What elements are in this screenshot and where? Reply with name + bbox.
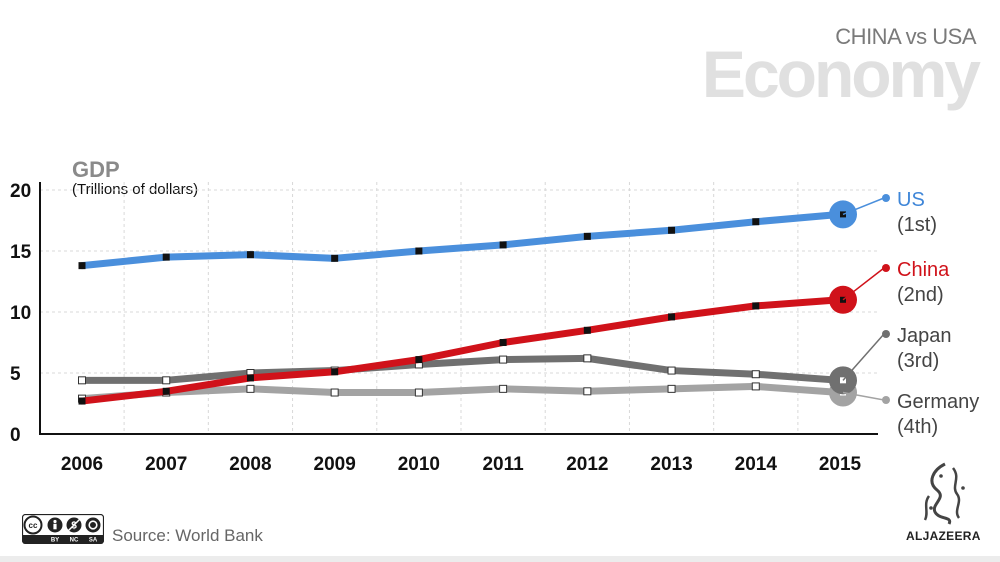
data-point-china [246, 374, 254, 382]
chart-title: GDP [72, 157, 120, 182]
data-point-germany [330, 388, 339, 397]
legend-rank-china: (2nd) [897, 284, 944, 306]
data-point-us [162, 253, 170, 261]
y-tick-label: 15 [10, 242, 32, 263]
data-point-china [78, 397, 86, 405]
svg-text:cc: cc [29, 521, 38, 530]
y-tick-label: 10 [10, 303, 31, 324]
data-point-us [668, 226, 676, 234]
legend-label-us: US [897, 189, 925, 211]
legend-dot-germany [882, 396, 890, 404]
svg-text:$: $ [71, 521, 77, 532]
x-tick-label: 2015 [819, 454, 862, 475]
creative-commons-license-badge: cc $ BY NC SA [22, 514, 104, 544]
legend-dot-us [882, 194, 890, 202]
data-point-china [415, 356, 423, 364]
legend-rank-us: (1st) [897, 214, 937, 236]
legend-leader-us [842, 197, 885, 216]
data-point-china [752, 302, 760, 310]
x-tick-label: 2007 [145, 454, 187, 475]
license-label-nc: NC [70, 538, 79, 544]
legend-label-germany: Germany [897, 391, 979, 413]
aljazeera-logo-icon [923, 462, 965, 525]
data-point-japan [499, 355, 508, 364]
x-tick-label: 2014 [735, 454, 778, 475]
header-subtitle: CHINA vs USA [835, 24, 976, 49]
series-line-china [78, 296, 844, 405]
y-axis-label: (Trillions of dollars) [72, 181, 199, 198]
series-line-japan [78, 354, 844, 384]
y-tick-label: 5 [10, 364, 21, 385]
x-tick-label: 2013 [650, 454, 692, 475]
legend-label-china: China [897, 259, 950, 281]
data-point-us [752, 218, 760, 226]
sa-share-icon [85, 517, 101, 533]
data-point-china [583, 326, 591, 334]
data-point-japan [583, 354, 592, 363]
x-tick-label: 2012 [566, 454, 608, 475]
data-point-us [499, 241, 507, 249]
license-label-by: BY [51, 538, 59, 544]
x-tick-label: 2011 [482, 454, 524, 475]
data-point-germany [246, 384, 255, 393]
data-point-china [331, 368, 339, 376]
source-note: Source: World Bank [112, 526, 263, 545]
data-point-china [499, 339, 507, 346]
data-point-japan [162, 376, 171, 385]
x-tick-label: 2010 [398, 454, 440, 475]
x-tick-label: 2006 [61, 454, 103, 475]
license-label-sa: SA [89, 538, 98, 544]
header-title: Economy [701, 37, 981, 111]
y-tick-label: 0 [10, 425, 21, 446]
data-point-china [668, 313, 676, 321]
data-point-japan [751, 370, 760, 379]
cc-icon [23, 515, 43, 535]
footer-divider [0, 556, 1000, 562]
legend-leader-china [842, 267, 885, 301]
data-point-germany [414, 388, 423, 397]
legend-rank-japan: (3rd) [897, 350, 939, 372]
data-point-china [162, 387, 170, 395]
data-point-germany [499, 384, 508, 393]
data-point-us [415, 247, 423, 255]
data-point-japan [667, 366, 676, 375]
legend-leader-japan [842, 333, 885, 381]
y-tick-label: 20 [10, 181, 31, 202]
series-line-us [78, 210, 844, 270]
brand-name: ALJAZEERA [906, 529, 981, 543]
x-tick-label: 2009 [314, 454, 356, 475]
data-point-germany [583, 387, 592, 396]
data-point-us [78, 262, 86, 270]
data-point-us [246, 251, 254, 259]
data-point-us [331, 254, 339, 262]
x-tick-label: 2008 [229, 454, 271, 475]
series-line-germany [78, 382, 844, 403]
data-point-japan [78, 376, 86, 385]
data-point-us [583, 232, 591, 240]
legend-dot-japan [882, 330, 890, 338]
legend-rank-germany: (4th) [897, 416, 938, 438]
legend-leader-germany [842, 391, 885, 401]
legend-label-japan: Japan [897, 325, 952, 347]
legend-dot-china [882, 264, 890, 272]
data-point-germany [751, 382, 760, 391]
data-point-germany [667, 384, 676, 393]
